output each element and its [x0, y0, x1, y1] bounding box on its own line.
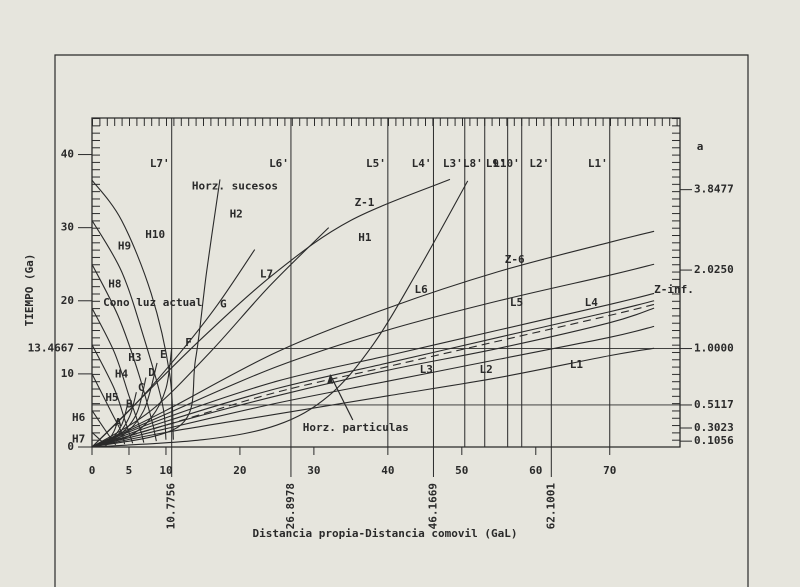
v-line-name: L4' [412, 157, 432, 170]
v-line-value: 10.7756 [165, 483, 178, 530]
left-ruler [92, 118, 100, 447]
curve [91, 220, 167, 440]
curve [91, 180, 469, 448]
v-line-value: 46.1669 [426, 483, 439, 529]
v-line-name: L8' [463, 157, 483, 170]
annotation: Horz. sucesos [192, 180, 278, 193]
curve-label: G [220, 297, 227, 310]
curve-label: L3 [420, 363, 433, 376]
x-tick-label: 5 [126, 464, 133, 477]
x-tick-label: 30 [307, 464, 320, 477]
curve [91, 307, 145, 443]
x-tick-label: 0 [89, 464, 96, 477]
curve-label: H3 [128, 351, 141, 364]
y-axis-label: TIEMPO (Ga) [23, 254, 36, 327]
page-border [54, 54, 749, 587]
y2-tick-label: 3.8477 [694, 183, 734, 196]
y-tick-label: 13.4667 [28, 342, 74, 355]
curve-label: H6 [72, 411, 86, 424]
curve [91, 303, 655, 448]
y-tick-label: 40 [61, 148, 74, 161]
curve-label: A [115, 416, 122, 429]
curve [91, 179, 174, 440]
curve-label: Z-inf. [654, 283, 694, 296]
y-tick-label: 0 [67, 440, 74, 453]
v-line-name: L6' [269, 157, 289, 170]
y2-tick-label: 2.0250 [694, 263, 734, 276]
curve [91, 263, 655, 448]
curve-label: H7 [72, 433, 85, 446]
annotation-arrow [329, 374, 354, 421]
v-line-name: L3' [443, 157, 463, 170]
curve-label: L6 [414, 283, 428, 296]
v-line-name: L5' [366, 157, 386, 170]
curve [91, 431, 108, 447]
curve [91, 300, 655, 448]
curve-label: H10 [145, 228, 165, 241]
curve [91, 410, 117, 446]
curve-label: H2 [230, 208, 243, 221]
v-line-name: L10' [493, 157, 520, 170]
curve [91, 263, 157, 442]
y-tick-label: 10 [61, 367, 74, 380]
y2-tick-label: 0.3023 [694, 421, 734, 434]
curve-label: F [185, 336, 192, 349]
y2-tick-label: 0.5117 [694, 398, 734, 411]
right-ruler [672, 118, 680, 447]
curve-label: D [148, 366, 155, 379]
curve-label: E [160, 348, 167, 361]
x-tick-label: 50 [455, 464, 468, 477]
arrow-head [327, 374, 334, 384]
curve-label: L5 [510, 296, 523, 309]
v-line-value: 62.1001 [544, 483, 557, 530]
y2-axis-label: a [697, 140, 704, 153]
v-line-name: L1' [588, 157, 608, 170]
v-line-name: L2' [529, 157, 549, 170]
curve [91, 292, 655, 448]
v-line-name: L7' [150, 157, 170, 170]
curve [91, 373, 126, 445]
x-tick-label: 60 [529, 464, 542, 477]
curve-label: L4 [585, 296, 599, 309]
y2-tick-label: 1.0000 [694, 342, 734, 355]
x-tick-label: 70 [603, 464, 616, 477]
curve [91, 344, 134, 444]
curve [91, 325, 655, 448]
x-axis-label: Distancia propia-Distancia comovil (GaL) [253, 527, 518, 540]
y-tick-label: 20 [61, 294, 74, 307]
v-line-name: L9' [486, 157, 506, 170]
curve-label: H5 [105, 391, 118, 404]
curve [91, 227, 330, 448]
curve-label: H1 [358, 231, 372, 244]
curve [91, 419, 119, 448]
plot-frame [91, 117, 681, 448]
v-line-value: 26.8978 [284, 483, 297, 529]
curve-label: Z-6 [505, 253, 525, 266]
y2-tick-label: 0.1056 [694, 434, 734, 447]
curve-label: Z-1 [355, 196, 375, 209]
curve-label: H8 [108, 278, 121, 291]
curve [91, 230, 655, 448]
curve-label: L1 [570, 358, 584, 371]
annotation: Cono luz actual [103, 296, 202, 309]
x-tick-label: 10 [159, 464, 172, 477]
curve-label: B [126, 398, 133, 411]
annotation: Horz. particulas [303, 421, 409, 434]
curve-label: C [138, 381, 145, 394]
y-tick-label: 30 [61, 221, 74, 234]
curve-label: L7 [260, 267, 273, 280]
curve-label: H4 [115, 368, 129, 381]
x-tick-label: 40 [381, 464, 394, 477]
curve-label: L2 [480, 363, 493, 376]
top-ruler [92, 118, 680, 126]
curve-label: H9 [118, 240, 131, 253]
x-tick-label: 20 [233, 464, 246, 477]
